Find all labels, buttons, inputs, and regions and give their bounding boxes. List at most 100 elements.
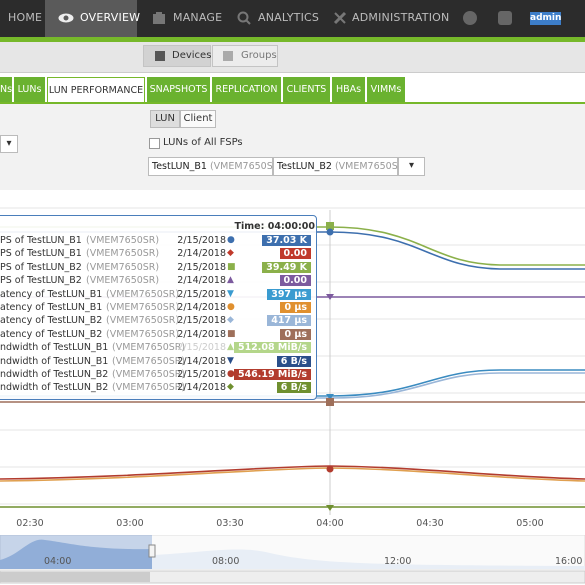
tooltip-row: PS of TestLUN_B1 (VMEM7650SR) 2/14/2018 ◆ 0.… (0, 248, 317, 260)
series-name: PS of TestLUN_B1 (0, 235, 82, 246)
groups-icon (223, 51, 233, 61)
series-name: PS of TestLUN_B2 (0, 275, 82, 287)
series-symbol: ● (227, 235, 235, 245)
series-name: ndwidth of TestLUN_B2 (0, 369, 109, 380)
series-date: 2/14/2018 (177, 382, 226, 394)
series-symbol: ● (227, 302, 235, 312)
tab[interactable]: REPLICATION (212, 77, 281, 102)
navigator-label: 12:00 (384, 556, 412, 567)
checkbox-label: LUNs of All FSPs (163, 137, 243, 148)
tooltip-row: atency of TestLUN_B2 (VMEM7650SR) 2/15/201… (0, 315, 317, 327)
series-device: (VMEM7650SR) (106, 302, 180, 313)
tooltip-row: atency of TestLUN_B2 (VMEM7650SR) 2/14/201… (0, 328, 317, 341)
series-device: (VMEM7650SR) (106, 328, 180, 340)
series-name: ndwidth of TestLUN_B1 (0, 342, 109, 354)
lun-name: TestLUN_B1 (152, 161, 207, 172)
selected-lun[interactable]: TestLUN_B2 (VMEM7650SR) (273, 157, 408, 176)
series-device: (VMEM7650SR) (86, 248, 160, 260)
tooltip-row: ndwidth of TestLUN_B1 (VMEM7650SR) 2/14/20… (0, 355, 317, 368)
dropdown[interactable]: ▾ (398, 157, 425, 176)
x-axis-label: 04:30 (416, 518, 444, 529)
checkbox[interactable] (149, 138, 160, 149)
subnav-button[interactable]: Devices (143, 45, 211, 67)
series-date: 2/14/2018 (177, 328, 226, 340)
user-badge[interactable]: admin (530, 12, 562, 25)
tooltip-row: atency of TestLUN_B1 (VMEM7650SR) 2/15/201… (0, 288, 317, 301)
series-device: (VMEM7650SR) (86, 235, 160, 246)
manage-icon (153, 12, 165, 24)
selected-lun[interactable]: TestLUN_B1 (VMEM7650SR) (148, 157, 283, 176)
series-date: 2/14/2018 (177, 355, 226, 367)
help-icon[interactable] (462, 10, 478, 26)
tooltip-row: ndwidth of TestLUN_B2 (VMEM7650SR) 2/14/20… (0, 382, 317, 394)
series-value: 397 µs (267, 288, 311, 300)
series-date: 2/15/2018 (177, 315, 226, 327)
series-name: atency of TestLUN_B1 (0, 288, 103, 300)
controls-panel (0, 104, 585, 190)
series-date: 2/15/2018 (177, 235, 226, 246)
x-axis-label: 03:00 (116, 518, 144, 529)
tab[interactable]: SNAPSHOTS (147, 77, 210, 102)
series-value: 6 B/s (276, 355, 311, 367)
x-axis-label: 03:30 (216, 518, 244, 529)
toggle-button[interactable]: Client (180, 110, 216, 128)
tooltip-row: PS of TestLUN_B2 (VMEM7650SR) 2/14/2018 ▲ 0.… (0, 275, 317, 287)
series-name: PS of TestLUN_B1 (0, 248, 82, 260)
series-value: 0 µs (280, 302, 311, 313)
series-value: 417 µs (267, 315, 311, 327)
series-value: 512.08 MiB/s (233, 342, 311, 354)
tab[interactable]: LUN PERFORMANCE (47, 77, 145, 102)
navigator-label: 08:00 (212, 556, 240, 567)
series-date: 2/15/2018 (177, 342, 226, 354)
tooltip-title: Time: 04:00:00 (234, 221, 315, 232)
series-value: 0.00 (279, 275, 311, 287)
tooltip-row: PS of TestLUN_B2 (VMEM7650SR) 2/15/2018 ■ 39… (0, 261, 317, 274)
nav-item[interactable]: MANAGE (173, 11, 223, 24)
series-symbol: ▲ (227, 342, 234, 353)
series-device: (VMEM7650SR) (112, 355, 186, 367)
series-value: 0 µs (280, 328, 311, 340)
nav-item[interactable]: HOME (8, 11, 43, 24)
series-device: (VMEM7650SR) (112, 369, 186, 380)
tooltip-row: atency of TestLUN_B1 (VMEM7650SR) 2/14/201… (0, 302, 317, 314)
series-name: atency of TestLUN_B2 (0, 315, 103, 327)
series-name: PS of TestLUN_B2 (0, 261, 82, 273)
series-date: 2/15/2018 (177, 369, 226, 380)
nav-item[interactable]: ANALYTICS (258, 11, 320, 24)
lun-device: (VMEM7650SR) (209, 161, 284, 172)
series-device: (VMEM7650SR) (112, 382, 186, 394)
eye-icon (58, 13, 74, 23)
series-date: 2/14/2018 (177, 248, 226, 260)
series-date: 2/14/2018 (177, 275, 226, 287)
tab[interactable]: HBAs (332, 77, 365, 102)
series-date: 2/15/2018 (177, 288, 226, 300)
lun-name: TestLUN_B2 (277, 161, 332, 172)
tab[interactable]: CLIENTS (283, 77, 330, 102)
nav-item[interactable]: OVERVIEW (80, 11, 141, 24)
series-name: ndwidth of TestLUN_B1 (0, 355, 109, 367)
series-device: (VMEM7650SR) (106, 288, 180, 300)
series-date: 2/15/2018 (177, 261, 226, 273)
series-symbol: ■ (227, 261, 236, 272)
sub-nav (0, 42, 585, 73)
x-axis-label: 04:00 (316, 518, 344, 529)
tooltip-row: ndwidth of TestLUN_B2 (VMEM7650SR) 2/15/20… (0, 369, 317, 381)
series-value: 39.49 K (262, 261, 311, 273)
nav-underline (0, 37, 585, 42)
tab[interactable]: VIMMs (367, 77, 405, 102)
dropdown[interactable]: ▾ (0, 135, 18, 153)
subnav-button[interactable]: Groups (212, 45, 278, 67)
tab[interactable]: Ns (0, 77, 12, 102)
series-symbol: ● (227, 369, 235, 379)
toggle-button[interactable]: LUN (150, 110, 180, 128)
series-name: atency of TestLUN_B2 (0, 328, 103, 340)
navigator (0, 535, 585, 584)
nav-item[interactable]: ADMINISTRATION (352, 11, 450, 24)
series-symbol: ▼ (227, 355, 234, 366)
series-device: (VMEM7650SR) (112, 342, 186, 354)
logout-icon[interactable] (497, 10, 513, 26)
series-symbol: ■ (227, 328, 236, 339)
tab-row (0, 77, 585, 104)
tab[interactable]: LUNs (14, 77, 45, 102)
